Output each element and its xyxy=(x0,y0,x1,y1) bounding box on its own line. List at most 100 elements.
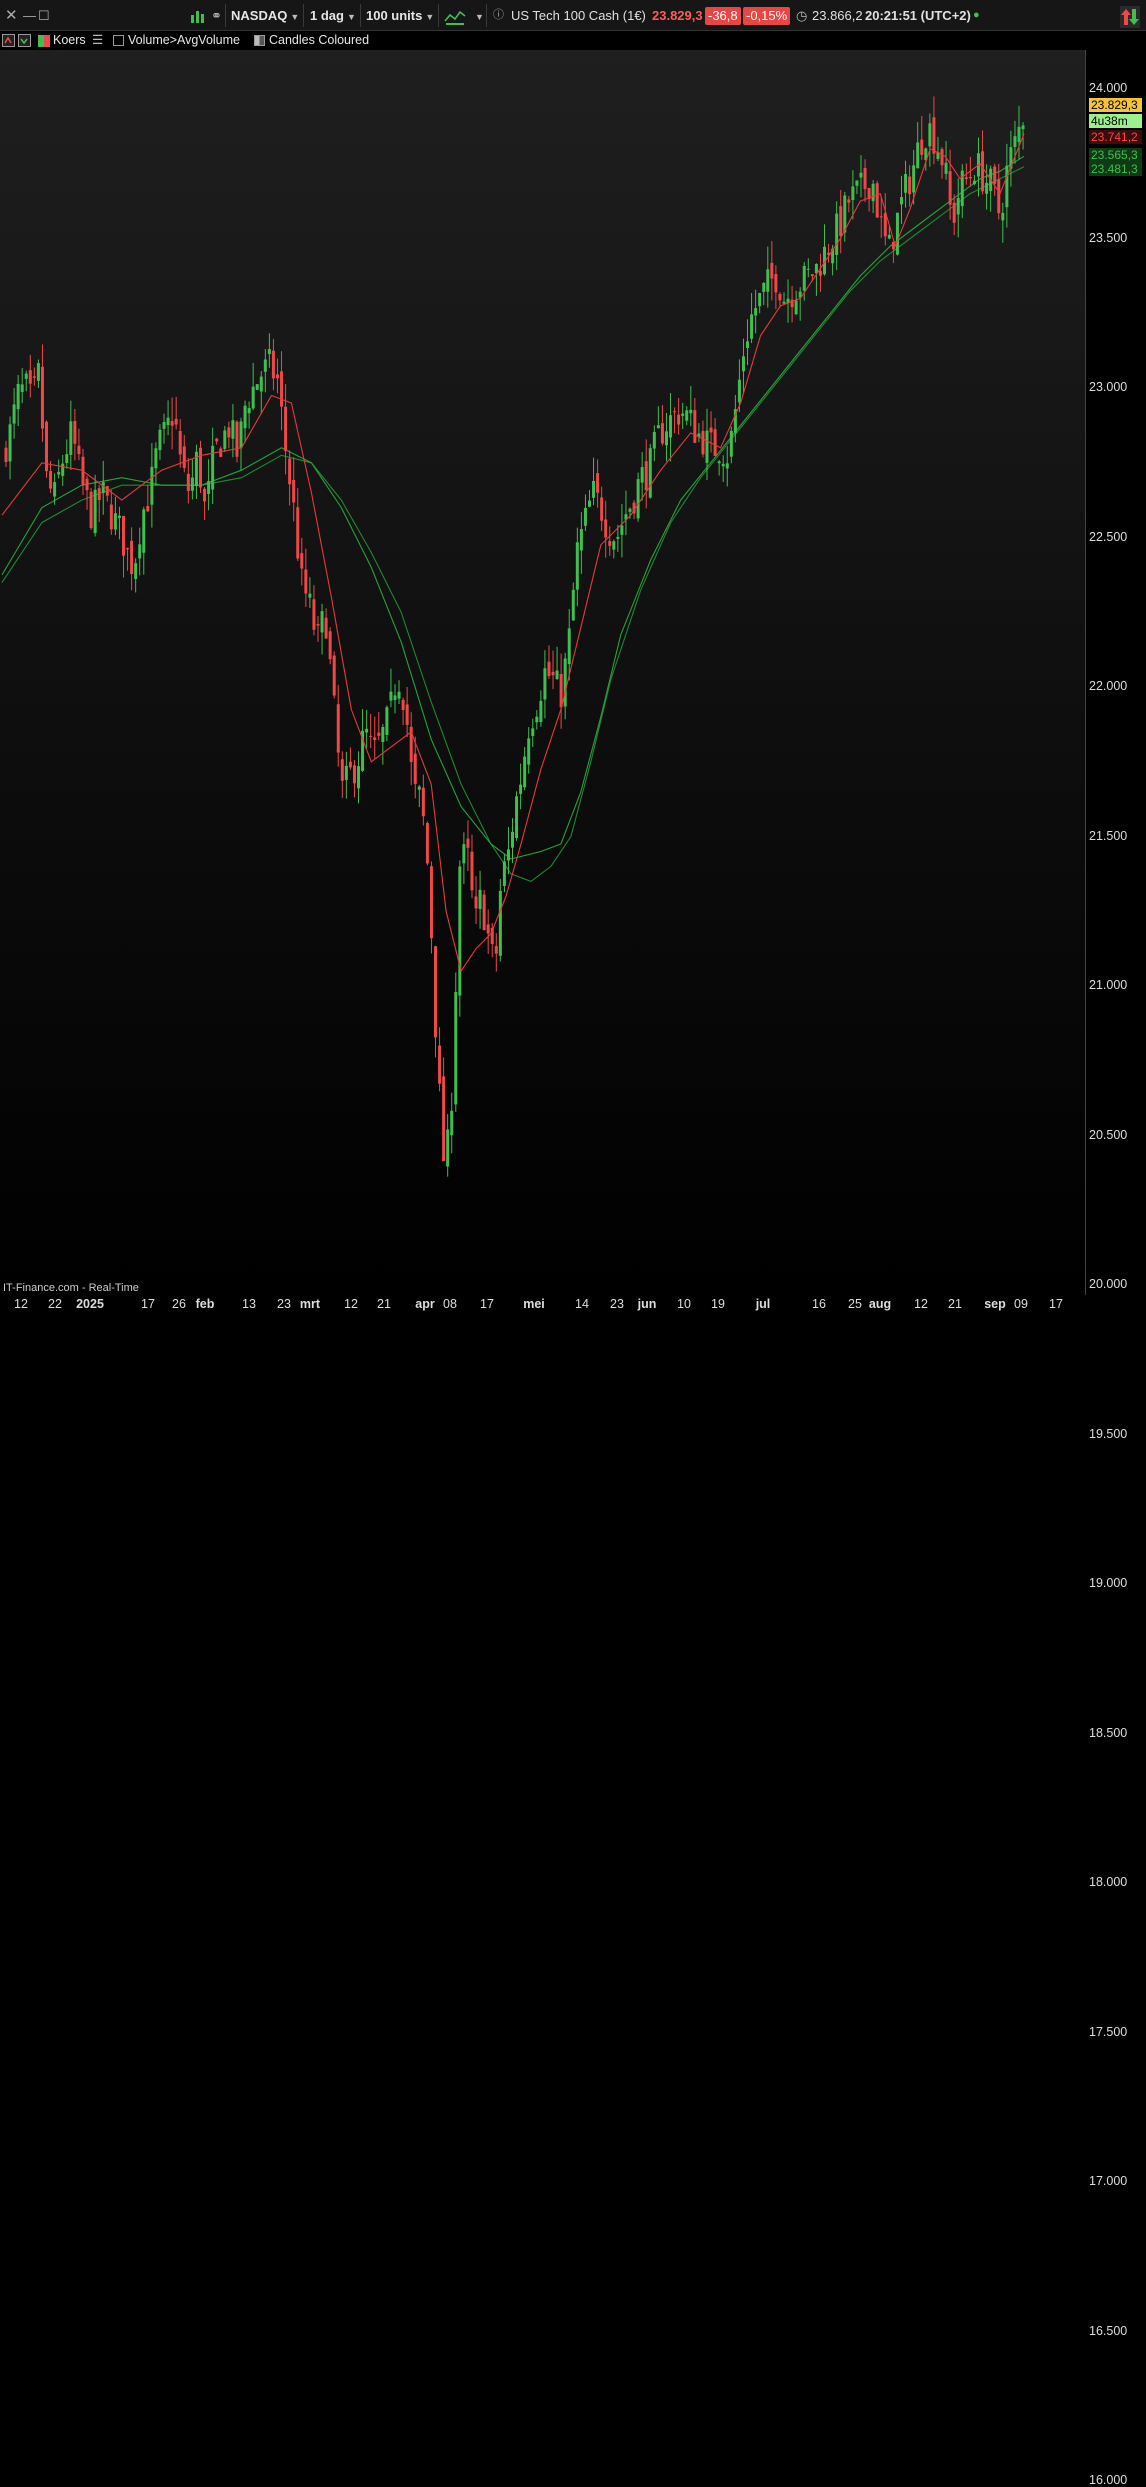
candle-body xyxy=(223,430,227,449)
maximize-icon[interactable]: ☐ xyxy=(38,8,50,23)
candle-body xyxy=(1001,212,1005,221)
candle-body xyxy=(271,350,275,379)
candle-body xyxy=(259,376,263,392)
indicator-koers[interactable]: Koers xyxy=(38,31,86,50)
candle-body xyxy=(636,479,640,519)
candle-body xyxy=(401,699,405,710)
date-axis-tick-label: 10 xyxy=(677,1297,691,1311)
candle-body xyxy=(928,123,932,147)
price-axis-tick-label: 22.000 xyxy=(1089,679,1128,693)
candle-body xyxy=(948,171,952,205)
candle-body xyxy=(162,422,166,429)
candle-body xyxy=(40,366,44,429)
candle-body xyxy=(122,515,126,556)
exchange-select[interactable]: NASDAQ ▼ xyxy=(231,8,300,23)
candle-body xyxy=(766,269,770,292)
date-axis-tick-label: mrt xyxy=(299,1297,321,1311)
candle-body xyxy=(746,341,750,349)
candle-body xyxy=(263,359,267,372)
candle-body xyxy=(660,423,664,444)
toolbar: ✕ — ☐ ⚭ NASDAQ ▼ 1 dag ▼ 100 units ▼ ▼ ⓘ US… xyxy=(0,0,1146,31)
bar-settings-icon[interactable] xyxy=(190,0,206,31)
indicator-volume[interactable]: Volume>AvgVolume xyxy=(113,31,240,50)
date-axis-tick-label: sep xyxy=(984,1297,1006,1311)
candle-body xyxy=(429,866,433,939)
candle-body xyxy=(182,446,186,468)
timestamp: 20:21:51 (UTC+2) xyxy=(865,8,971,23)
price-axis-tick-label: 19.500 xyxy=(1089,1426,1128,1441)
candle-body xyxy=(332,655,336,696)
candle-body xyxy=(89,491,93,529)
date-axis-tick-label: 13 xyxy=(242,1297,256,1311)
date-axis-tick-label: 21 xyxy=(948,1297,962,1311)
candle-body xyxy=(956,198,960,215)
candle-body xyxy=(166,417,170,426)
candle-body xyxy=(24,373,28,379)
indicator-candles[interactable]: Candles Coloured xyxy=(254,31,369,50)
candle-body xyxy=(486,924,490,934)
candle-body xyxy=(373,737,377,740)
chart-plot-area[interactable] xyxy=(0,50,1085,1295)
candle-body xyxy=(612,541,616,550)
candlestick-chart[interactable] xyxy=(0,50,1085,1295)
candle-body xyxy=(312,599,316,630)
candle-body xyxy=(555,670,559,680)
price-axis-tick-label: 20.000 xyxy=(1089,1277,1128,1291)
candle-body xyxy=(146,506,150,512)
candle-body xyxy=(952,202,956,223)
countdown-label: 4u38m xyxy=(1089,114,1142,128)
candle-body xyxy=(478,889,482,909)
chart-type-icon[interactable] xyxy=(444,0,466,31)
candle-body xyxy=(972,180,976,185)
candle-body xyxy=(689,409,693,414)
indicator-add-icon[interactable] xyxy=(2,31,32,50)
candle-body xyxy=(316,624,320,626)
candle-body xyxy=(741,356,745,372)
candle-body xyxy=(604,519,608,538)
close-icon[interactable]: ✕ xyxy=(5,7,18,24)
candle-body xyxy=(389,691,393,701)
clock-icon: ◷ xyxy=(796,8,808,23)
units-select[interactable]: 100 units ▼ xyxy=(366,8,435,23)
candle-body xyxy=(328,631,332,660)
candle-body xyxy=(644,461,648,491)
candle-body xyxy=(170,421,174,426)
candle-body xyxy=(535,716,539,723)
ma-red-label: 23.741,2 xyxy=(1089,130,1142,144)
candle-body xyxy=(592,480,596,498)
candle-body xyxy=(357,766,361,789)
candle-body xyxy=(275,374,279,379)
candle-body xyxy=(365,728,369,733)
candle-body xyxy=(474,896,478,909)
candle-body xyxy=(53,482,57,497)
link-icon[interactable]: ⚭ xyxy=(211,8,222,23)
candle-body xyxy=(624,514,628,520)
candle-body xyxy=(231,420,235,439)
candle-body xyxy=(750,314,754,339)
price-axis-tick-label: 17.500 xyxy=(1089,2024,1128,2039)
candle-body xyxy=(101,482,105,494)
candle-body xyxy=(154,448,158,469)
candle-body xyxy=(239,421,243,449)
list-icon[interactable]: ☰ xyxy=(92,33,104,47)
candle-body xyxy=(628,508,632,512)
candle-body xyxy=(916,142,920,169)
chart-type-dropdown[interactable]: ▼ xyxy=(475,12,484,22)
period-select[interactable]: 1 dag ▼ xyxy=(310,8,356,23)
candle-body xyxy=(304,569,308,594)
candle-body xyxy=(733,409,737,433)
date-axis-tick-label: 26 xyxy=(172,1297,186,1311)
info-icon[interactable]: ⓘ xyxy=(493,9,504,21)
price-axis-tick-label: 21.000 xyxy=(1089,978,1128,992)
ma-green-fast-line xyxy=(1,155,1025,860)
candle-body xyxy=(685,410,689,421)
candle-body xyxy=(993,166,997,184)
trade-arrows-icon[interactable] xyxy=(1120,0,1140,31)
minimize-icon[interactable]: — xyxy=(23,8,36,23)
ref-price: 23.866,2 xyxy=(812,8,863,23)
date-axis-tick-label: 17 xyxy=(480,1297,494,1311)
candle-body xyxy=(863,167,867,190)
candle-body xyxy=(583,507,587,526)
candle-body xyxy=(57,471,61,475)
candle-body xyxy=(421,787,425,817)
